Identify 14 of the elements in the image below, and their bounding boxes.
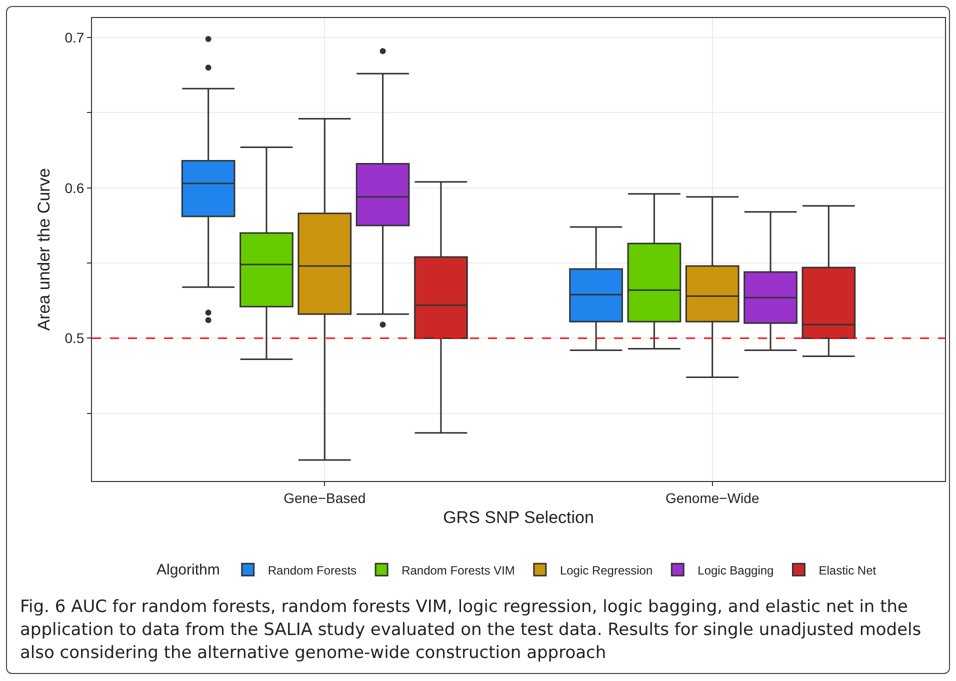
x-tick-label: Gene−Based bbox=[284, 490, 366, 506]
y-tick-label: 0.6 bbox=[64, 180, 84, 196]
legend-label: Elastic Net bbox=[818, 563, 877, 578]
x-tick-label: Genome−Wide bbox=[665, 490, 760, 506]
legend-title: Algorithm bbox=[156, 562, 220, 579]
legend-label: Logic Regression bbox=[560, 563, 653, 578]
y-tick-label: 0.7 bbox=[64, 29, 84, 46]
legend-label: Random Forests bbox=[268, 563, 357, 578]
y-axis-title: Area under the Curve bbox=[34, 168, 54, 331]
caption: Fig. 6 AUC for random forests, random forests VIM, logic regression, logic bagging, and elastic net in the application to data from the SALIA study evaluated on the test data. Results for single unadjusted models also considering the alternative genome-wide construction approach bbox=[20, 596, 922, 665]
x-axis-title: GRS SNP Selection bbox=[443, 508, 594, 528]
legend-label: Logic Bagging bbox=[698, 563, 774, 578]
legend-label: Random Forests VIM bbox=[402, 563, 515, 578]
y-tick-label: 0.5 bbox=[64, 330, 84, 346]
